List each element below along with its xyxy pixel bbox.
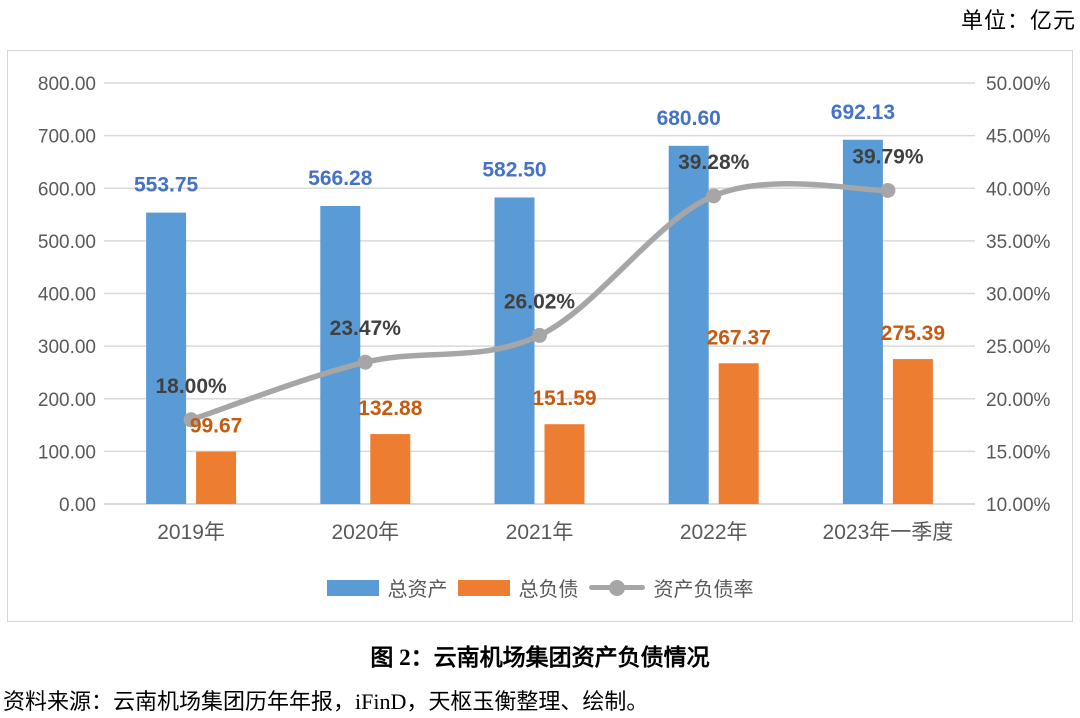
debt-ratio-line-swatch <box>588 579 645 596</box>
right-axis-tick: 40.00% <box>986 179 1051 200</box>
total-assets-data-label: 692.13 <box>831 101 895 124</box>
debt-ratio-data-label: 18.00% <box>155 375 227 398</box>
debt-ratio-marker <box>706 188 722 204</box>
chart-area: 800.00 50.00% 700.00 45.00% 600.00 40.00% 500.… <box>7 50 1073 622</box>
right-axis-tick: 30.00% <box>986 285 1051 306</box>
debt-ratio-marker <box>357 354 373 370</box>
left-axis-tick: 600.00 <box>38 179 96 200</box>
left-axis-tick: 200.00 <box>38 390 96 411</box>
category-label: 2023年一季度 <box>823 521 954 544</box>
right-axis-tick: 35.00% <box>986 232 1051 253</box>
total-assets-bar <box>146 212 187 505</box>
total-assets-data-label: 680.60 <box>657 107 721 130</box>
right-axis-tick: 10.00% <box>986 495 1051 516</box>
right-axis-tick: 50.00% <box>986 74 1051 95</box>
chart-legend: 总资产 总负债 资产负债率 <box>8 573 1072 602</box>
unit-label: 单位：亿元 <box>960 8 1076 33</box>
debt-ratio-data-label: 26.02% <box>504 290 576 313</box>
total-liabilities-data-label: 132.88 <box>358 397 423 420</box>
left-axis-tick: 700.00 <box>38 127 96 148</box>
category-label: 2021年 <box>506 521 574 544</box>
total-assets-swatch <box>326 579 379 596</box>
right-axis-tick: 15.00% <box>986 442 1051 463</box>
legend-item-total-assets: 总资产 <box>326 573 448 602</box>
legend-item-debt-ratio: 资产负债率 <box>588 573 754 602</box>
debt-ratio-marker <box>183 412 199 428</box>
right-axis-tick: 45.00% <box>986 127 1051 148</box>
total-liabilities-swatch <box>457 579 510 596</box>
right-axis-tick: 25.00% <box>986 337 1051 358</box>
total-assets-bar <box>320 205 361 504</box>
left-axis-tick: 100.00 <box>38 442 96 463</box>
left-axis-tick: 400.00 <box>38 285 96 306</box>
total-assets-bar <box>842 139 883 504</box>
left-axis-tick: 800.00 <box>38 74 96 95</box>
total-liabilities-bar <box>718 363 759 504</box>
right-axis-tick: 20.00% <box>986 390 1051 411</box>
debt-ratio-data-label: 39.79% <box>852 145 924 168</box>
debt-ratio-marker <box>880 182 896 198</box>
total-assets-data-label: 582.50 <box>482 158 546 181</box>
total-assets-bar <box>668 145 709 504</box>
debt-ratio-legend-label: 资产负债率 <box>653 579 754 601</box>
total-liabilities-bar <box>370 434 411 504</box>
total-liabilities-data-label: 99.67 <box>190 415 243 438</box>
total-liabilities-bar <box>544 424 585 504</box>
left-axis-tick: 300.00 <box>38 337 96 358</box>
debt-ratio-data-label: 39.28% <box>678 151 750 174</box>
total-assets-data-label: 553.75 <box>134 174 199 197</box>
total-assets-data-label: 566.28 <box>308 167 373 190</box>
combo-chart-canvas: 800.00 50.00% 700.00 45.00% 600.00 40.00% 500.… <box>38 74 1051 544</box>
left-axis-tick: 0.00 <box>59 495 96 516</box>
category-label: 2019年 <box>157 521 225 544</box>
total-assets-legend-label: 总资产 <box>387 579 448 601</box>
total-liabilities-bar <box>196 451 237 504</box>
left-axis-tick: 500.00 <box>38 232 96 253</box>
total-liabilities-legend-label: 总负债 <box>518 579 579 601</box>
debt-ratio-marker <box>532 327 547 343</box>
category-label: 2020年 <box>331 521 399 544</box>
figure-caption: 图 2：云南机场集团资产负债情况 <box>370 645 710 670</box>
total-liabilities-data-label: 275.39 <box>881 322 945 345</box>
legend-item-total-liabilities: 总负债 <box>457 573 579 602</box>
debt-ratio-data-label: 23.47% <box>330 317 402 340</box>
total-liabilities-bar <box>892 359 933 504</box>
debt-ratio-marker-swatch <box>608 579 625 596</box>
total-liabilities-data-label: 151.59 <box>532 387 596 410</box>
source-note: 资料来源：云南机场集团历年年报，iFinD，天枢玉衡整理、绘制。 <box>3 689 649 714</box>
category-label: 2022年 <box>680 521 748 544</box>
total-liabilities-data-label: 267.37 <box>707 326 771 349</box>
